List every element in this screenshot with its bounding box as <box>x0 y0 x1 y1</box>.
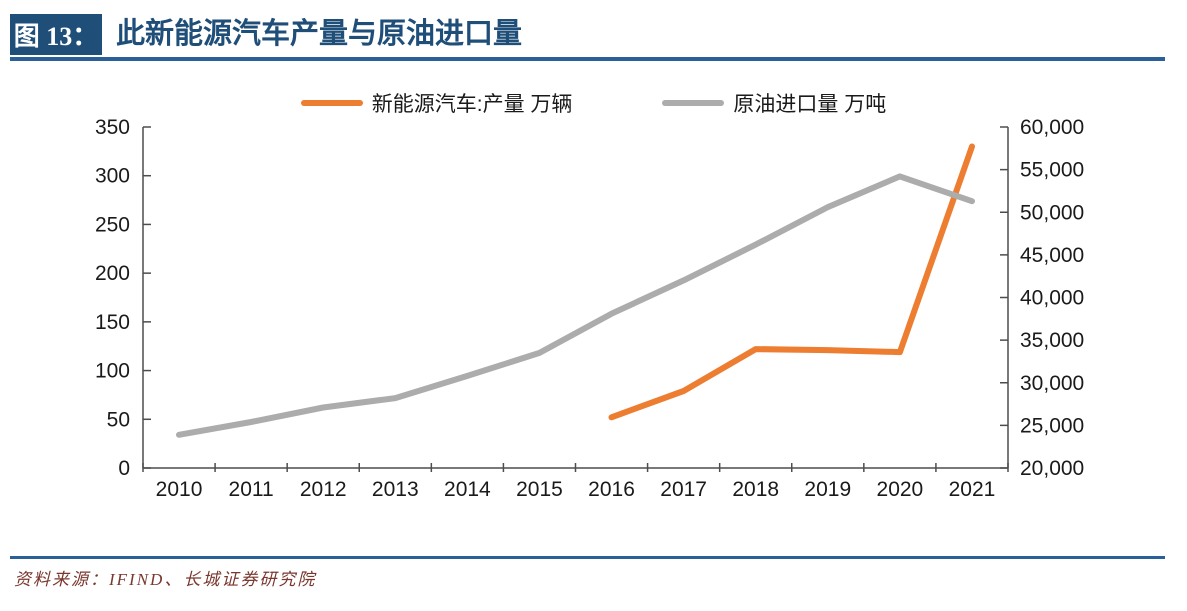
right-axis-tick-label: 45,000 <box>1020 244 1084 267</box>
x-axis-tick-label: 2014 <box>444 478 491 501</box>
crude-oil-imports-line <box>176 173 975 438</box>
right-axis-tick-label: 60,000 <box>1020 116 1084 139</box>
left-axis-tick-label: 200 <box>95 262 130 285</box>
x-axis-tick-label: 2016 <box>588 478 635 501</box>
dual-axis-line-chart: 0 50 100 150 200 250 300 350 20,000 25,000 30,000 3… <box>95 116 1084 501</box>
oil-series-swatch <box>662 100 725 106</box>
legend-item-crude-oil-imports: 原油进口量 万吨 <box>662 88 886 118</box>
right-axis-tick-label: 20,000 <box>1020 457 1084 480</box>
left-axis-tick-label: 300 <box>95 165 130 188</box>
left-axis-tick-label: 350 <box>95 116 130 139</box>
oil-series-label: 原油进口量 万吨 <box>733 93 887 116</box>
figure-number-label: 图 13： <box>13 22 99 51</box>
right-axis-tick-label: 50,000 <box>1020 201 1084 224</box>
nev-production-line <box>608 143 975 421</box>
left-axis-tick-label: 100 <box>95 360 130 383</box>
chart-legend: 新能源汽车:产量 万辆 原油进口量 万吨 <box>0 90 1187 116</box>
x-axis-tick-label: 2021 <box>949 478 996 501</box>
right-axis-tick-label: 30,000 <box>1020 372 1084 395</box>
left-axis-tick-label: 0 <box>118 457 130 480</box>
figure-title: 此新能源汽车产量与原油进口量 <box>116 18 523 50</box>
left-axis-tick-label: 150 <box>95 311 130 334</box>
left-axis-tick-label: 250 <box>95 213 130 236</box>
right-axis-tick-label: 55,000 <box>1020 159 1084 182</box>
x-axis-tick-label: 2011 <box>229 478 274 501</box>
footer-divider <box>10 556 1165 559</box>
x-axis-tick-label: 2020 <box>877 478 924 501</box>
x-axis-tick-label: 2012 <box>300 478 347 501</box>
legend-item-nev-production: 新能源汽车:产量 万辆 <box>300 88 573 118</box>
x-axis-tick-label: 2018 <box>732 478 779 501</box>
header-divider <box>10 57 1165 61</box>
source-note: 资料来源：IFIND、长城证券研究院 <box>14 570 317 589</box>
x-axis-tick-label: 2017 <box>660 478 707 501</box>
x-axis-tick-label: 2015 <box>516 478 563 501</box>
right-axis-tick-label: 40,000 <box>1020 287 1084 310</box>
x-axis-tick-label: 2019 <box>804 478 851 501</box>
nev-series-label: 新能源汽车:产量 万辆 <box>371 93 573 116</box>
nev-series-swatch <box>300 100 363 106</box>
right-axis-tick-label: 35,000 <box>1020 329 1084 352</box>
right-axis-tick-label: 25,000 <box>1020 414 1084 437</box>
figure-number-badge: 图 13： <box>10 14 102 55</box>
left-axis-tick-label: 50 <box>107 408 130 431</box>
x-axis-tick-label: 2013 <box>372 478 419 501</box>
x-axis-tick-label: 2010 <box>156 478 203 501</box>
